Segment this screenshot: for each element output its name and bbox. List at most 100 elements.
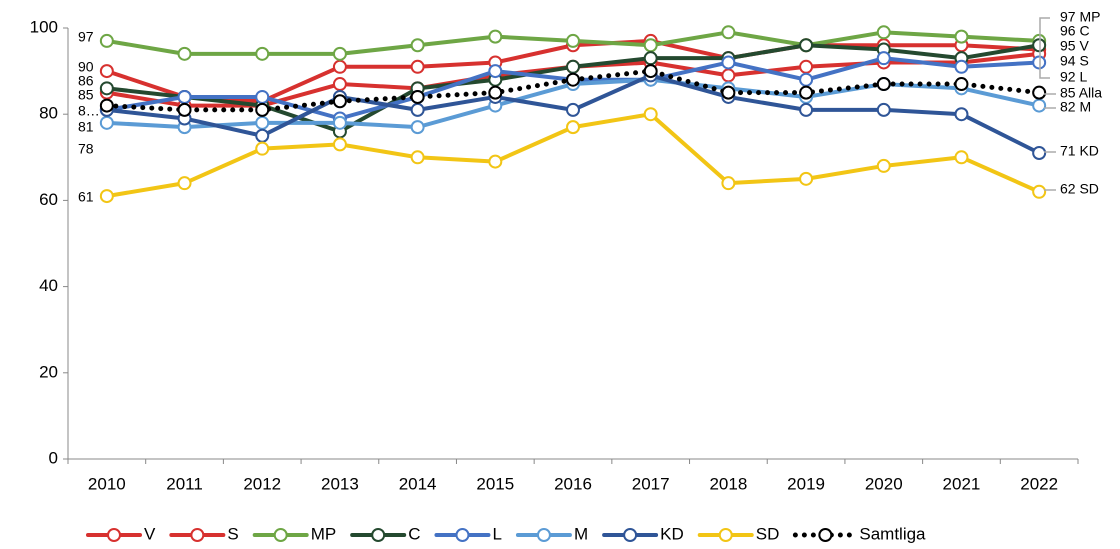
point (99, 115, 114, 130)
point (177, 46, 192, 61)
point (410, 120, 425, 135)
point (177, 89, 192, 104)
point (99, 98, 114, 113)
x-tick-label: 2022 (1020, 474, 1058, 493)
point (1032, 145, 1047, 160)
point (954, 29, 969, 44)
point (876, 25, 891, 40)
point (643, 38, 658, 53)
point (99, 64, 114, 79)
point (954, 107, 969, 122)
point (566, 33, 580, 48)
point (410, 59, 425, 74)
legend-label: Samtliga (859, 524, 926, 543)
legend-marker (107, 528, 121, 542)
y-tick-label: 80 (39, 104, 58, 123)
end-label: 96 C (1060, 23, 1090, 39)
point (99, 81, 114, 96)
x-tick-label: 2016 (554, 474, 592, 493)
point (332, 115, 347, 130)
legend-marker (718, 528, 733, 542)
point (566, 102, 580, 117)
legend-marker (190, 528, 205, 542)
point (876, 77, 891, 92)
legend-label: L (492, 524, 501, 543)
x-tick-label: 2019 (787, 474, 825, 493)
end-label: 71 KD (1060, 143, 1099, 159)
end-label: 92 L (1060, 69, 1087, 85)
point (255, 89, 270, 104)
end-label: 95 V (1060, 38, 1089, 54)
point (876, 51, 891, 66)
start-label: 81 (78, 119, 94, 135)
point (876, 102, 891, 117)
x-tick-label: 2011 (166, 474, 203, 493)
point (410, 150, 425, 165)
point (332, 46, 347, 61)
end-label: 94 S (1060, 53, 1089, 69)
point (410, 38, 425, 53)
x-tick-label: 2013 (321, 474, 359, 493)
legend-marker (623, 528, 638, 542)
point (332, 77, 347, 92)
point (488, 64, 503, 79)
point (177, 176, 192, 191)
point (643, 107, 658, 122)
point (332, 137, 347, 152)
x-tick-label: 2010 (88, 474, 126, 493)
legend-marker (818, 528, 833, 542)
end-label: 85 Alla (1060, 85, 1102, 101)
point (255, 46, 270, 61)
point (721, 85, 736, 100)
point (410, 102, 425, 117)
y-tick-label: 100 (30, 17, 58, 36)
legend-label: MP (311, 524, 337, 543)
point (566, 59, 580, 74)
point (954, 77, 969, 92)
x-tick-label: 2021 (943, 474, 981, 493)
point (1032, 85, 1047, 100)
point (721, 25, 736, 40)
point (99, 33, 114, 48)
point (255, 141, 270, 156)
legend-label: M (574, 524, 588, 543)
point (1032, 98, 1047, 113)
point (954, 59, 969, 74)
end-label: 97 MP (1060, 9, 1100, 25)
x-tick-label: 2020 (865, 474, 903, 493)
point (876, 158, 891, 173)
point (954, 150, 969, 165)
point (488, 85, 503, 100)
point (799, 72, 814, 87)
y-tick-label: 20 (39, 362, 58, 381)
start-label: 86 (78, 73, 94, 89)
legend-marker (455, 528, 470, 542)
point (643, 64, 658, 79)
point (1032, 184, 1047, 199)
start-label: 97 (78, 29, 94, 45)
start-label: 90 (78, 59, 94, 75)
point (488, 29, 503, 44)
point (799, 85, 814, 100)
point (332, 94, 347, 109)
x-tick-label: 2012 (243, 474, 281, 493)
point (99, 189, 114, 204)
start-label: 8… (78, 103, 100, 119)
point (488, 154, 503, 169)
legend-label: KD (660, 524, 684, 543)
point (255, 102, 270, 117)
point (721, 68, 736, 83)
point (721, 176, 736, 191)
point (721, 55, 736, 70)
legend-label: SD (756, 524, 780, 543)
legend-marker (536, 528, 551, 542)
point (799, 171, 814, 186)
x-tick-label: 2018 (709, 474, 747, 493)
y-tick-label: 0 (49, 448, 58, 467)
point (255, 128, 270, 143)
x-tick-label: 2015 (476, 474, 514, 493)
start-label: 61 (78, 189, 94, 205)
x-tick-label: 2017 (632, 474, 670, 493)
point (1032, 38, 1047, 53)
